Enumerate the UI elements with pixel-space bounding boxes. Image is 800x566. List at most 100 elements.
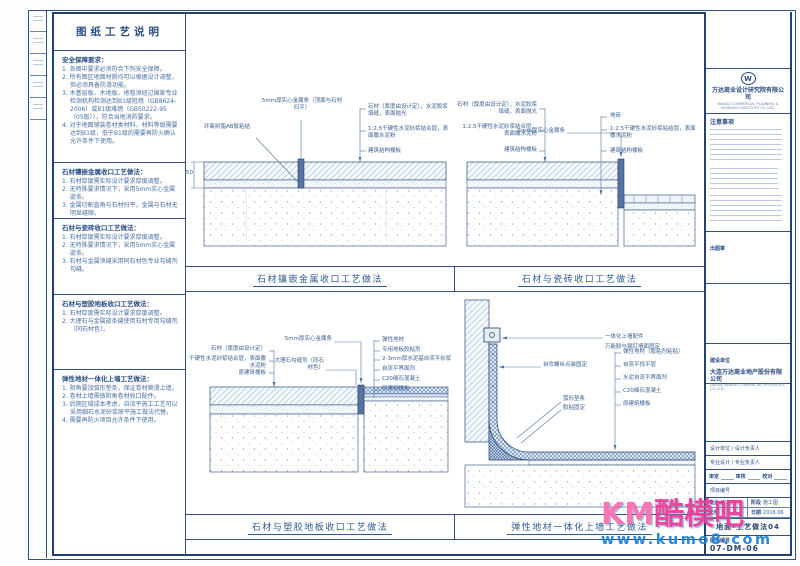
client-name: 大连万达商业地产股份有限公司 (710, 369, 783, 383)
detail-drawing-geometry (209, 340, 449, 473)
signature-cell (30, 76, 46, 98)
label-stone: 石材（厚度由设计定） (210, 346, 266, 352)
title-block: W 万达商业设计研究院有限公司 WANDA COMMERCIAL PLANNIN… (704, 12, 790, 554)
signature-cell (30, 10, 46, 32)
drawing-number-label: 图纸编号 (710, 538, 731, 544)
label-glue-nail: 万能胶与钢钉墙面固定 (605, 344, 661, 350)
label-primer: 自流平界面剂 (382, 366, 416, 372)
check-label: 审核 (735, 474, 746, 480)
label-metal-strip: 5mm厚实心金属条 (284, 336, 332, 342)
note-section-heading: 安全保障要求： (62, 56, 108, 64)
detail-stone-tile: 石材（厚度由设计定），水泥胶浆填缝，表面抛光 1:2.5干硬性水泥砂浆结合层，表… (455, 12, 704, 266)
drawing-title: 地面-工艺做法04 (706, 519, 790, 536)
label-grout: 大理石勾缝剂（同石材色） (274, 358, 324, 371)
detail-caption: 石材与塑胶地板收口工艺做法 (247, 520, 393, 535)
stage-label: 阶段 (751, 500, 762, 506)
label-slab: 建筑结构楼板 (503, 147, 537, 153)
label-mortar: 1:2.5干硬性水泥砂浆结合层，表面撒水泥粉 (368, 126, 449, 139)
label-epoxy: 环氧树脂AB胶粘结 (204, 124, 251, 130)
note-line: 1. 石材厚度需实际设计要求厚度调整。 (62, 310, 166, 317)
detail-stone-vinyl: 石材（厚度由设计定） 干硬性水泥砂浆结合层，表面撒水泥粉 原建筑楼板 5mm厚实… (186, 292, 455, 514)
note-section-heading: 弹性地材一体化上墙工艺做法： (62, 375, 153, 383)
client-stamp-area (706, 384, 790, 442)
note-line: 4. 需要再防火项目允许条件下使用。 (62, 417, 160, 424)
label-mortar: 干硬性水泥砂浆结合层，表面撒水泥粉 (188, 356, 266, 369)
note-line: 3. 金属切割直角与石材扫平，金属与石材无明显缝隙。 (62, 202, 178, 217)
label-slab: 原建筑楼板 (382, 386, 410, 392)
label-wall-fitting: 一体化上墙配件 (605, 334, 644, 340)
field-grid: 专业 室内 阶段 施工图 比例 1:1 日期 2016.06 (706, 498, 790, 519)
company-name: 万达商业设计研究院有限公司 (711, 87, 784, 101)
note-section-safety: 安全保障要求： 1. 各图中要求必须符合下列安全保障。 2. 所有图区地面材质均可… (54, 51, 185, 163)
note-section-heading: 石材与塑胶地板收口工艺做法： (62, 300, 153, 308)
label-mortar: 1:2.5干硬性水泥砂浆结合层，表面撒水泥粉 (462, 124, 537, 137)
note-section-stone-vinyl: 石材与塑胶地板收口工艺做法： 1. 石材厚度需实际设计要求厚度调整。 2. 大理石… (54, 295, 185, 370)
label-vinyl: 弹性地材 (382, 337, 405, 343)
titleblock-notes-heading: 注意事项 (710, 119, 735, 126)
client-name-en: DALIAN WANDA COMMERCIAL PROPERTIES CO.,L… (710, 383, 785, 391)
signature-cell (30, 32, 46, 54)
detail-drawing-geometry (191, 108, 447, 247)
note-line: 2. 大理石与金属嵌条缝使用石材专用勾缝剂（同石材色）。 (62, 318, 178, 333)
signature-strip (30, 10, 47, 558)
note-line: 2. 所有图区地面材质均可以根据设计调整，但必须具备防滑功能。 (62, 74, 178, 89)
outer-border (28, 10, 796, 560)
label-tile-mortar: 1:2.5干硬性水泥砂浆粘结层，表面撒水泥粉 (610, 126, 696, 139)
date-value: 2016.06 (763, 509, 784, 516)
detail-caption: 石材与瓷砖收口工艺做法 (517, 272, 642, 287)
design-unit-row: 设计单位 / 设计负责人 (706, 442, 790, 456)
detail-caption: 弹性地材一体化上墙工艺做法 (507, 520, 652, 535)
label-selfleveling: 自流平找平层 (623, 362, 657, 368)
detail-drawing-geometry (464, 299, 696, 508)
label-cove-strip: 弧形垫条 (563, 396, 586, 402)
label-slab: 建筑结构楼板 (368, 148, 402, 154)
note-section-metal-inlay: 石材镶嵌金属收口工艺做法： 1. 石材厚度需实际设计要求厚度调整。 2. 无特殊要… (54, 163, 185, 219)
label-tile: 地砖 (610, 113, 622, 119)
proof-label: 校对 (762, 474, 773, 480)
note-line: 2. 无特殊要求情况下，采用5mm实心金属嵌条。 (62, 186, 176, 201)
drawing-number: 07-DM-06 (710, 544, 759, 553)
note-section-heading: 石材镶嵌金属收口工艺做法： (62, 168, 147, 176)
client-label: 建设单位 (710, 358, 731, 364)
approve-label: 审定 (709, 474, 720, 480)
label-selfleveling: 2-3mm厚水泥基自流平砂浆 (382, 356, 452, 362)
signature-cell (30, 98, 46, 120)
blank-area (706, 284, 790, 344)
label-metal-strip: 5mm厚实心金属条（顶面与石材扫平） (261, 98, 343, 111)
caption-band-top: 石材镶嵌金属收口工艺做法 石材与瓷砖收口工艺做法 (186, 266, 704, 292)
company-name-en: WANDA COMMERCIAL PLANNING & RESEARCH INS… (717, 102, 779, 110)
label-stone: 石材（厚度由设计定），水泥胶浆填缝，表面抛光 (368, 104, 448, 117)
note-line: 3. 木基层板、木地板、地毯须经过国家专业检测机构检测达到B1级阻燃（GB862… (62, 90, 178, 121)
detail-stone-metal-inlay: 环氧树脂AB胶粘结 5mm厚实心金属条（顶面与石材扫平） 石材（厚度由设计定），… (186, 12, 455, 266)
stage-value: 施工图 (763, 500, 779, 506)
fine-print (710, 129, 782, 163)
note-line: 2. 卷材上墙需做阴角卷材收口配件。 (62, 393, 160, 400)
label-concrete: C20细石混凝土 (623, 388, 662, 394)
note-line: 1. 阴角要加弧形垫条，保证卷材顺滑上墙。 (62, 385, 178, 392)
review-row: 审定 审核 校对 (706, 470, 790, 484)
date-label: 日期 (751, 510, 762, 516)
note-line: 2. 无特殊要求情况下，采用5mm实心金属嵌条。 (62, 242, 176, 257)
note-line: 4. 对于地面铺装卷材类材料，材料等级需要达到B1级，低于B1级的需要再防火确认… (62, 122, 178, 145)
label-slab: 原建筑楼板 (238, 370, 266, 376)
label-stone: 石材（厚度由设计定），水泥胶浆填缝，表面抛光 (457, 102, 537, 115)
note-section-heading: 石材与瓷砖收口工艺做法： (62, 224, 140, 232)
notes-panel-title: 图纸工艺说明 (54, 12, 185, 51)
discipline-label: 专业 (709, 500, 720, 506)
fine-print (710, 195, 782, 223)
note-line: 1. 石材厚度需实际设计要求厚度调整。 (62, 234, 166, 241)
scale-label: 比例 (709, 510, 720, 516)
label-bond-fix: 胶粘固定 (563, 405, 586, 411)
wanda-logo: W (740, 72, 756, 85)
fine-print (710, 168, 778, 190)
label-dim-50: 50 (186, 170, 193, 176)
detail-caption: 石材镶嵌金属收口工艺做法 (252, 272, 387, 287)
drawing-number-block: 图纸编号 07-DM-06 (706, 536, 790, 554)
detail-vinyl-cove-wall: 一体化上墙配件 万能胶与钢钉墙面固定 自攻螺丝点装固定 弧形垫条 胶粘固定 弹性… (455, 292, 704, 514)
label-screw-fix: 自攻螺丝点装固定 (543, 362, 588, 368)
note-line: 3. 石材与金属须缝采用同石材色专业勾缝剂勾缝。 (62, 258, 178, 273)
label-slab: 建筑结构楼板 (610, 148, 644, 154)
label-metal-strip: 5mm厚实心金属条 (517, 128, 565, 134)
caption-band-bottom: 石材与塑胶地板收口工艺做法 弹性地材一体化上墙工艺做法 (186, 514, 704, 540)
